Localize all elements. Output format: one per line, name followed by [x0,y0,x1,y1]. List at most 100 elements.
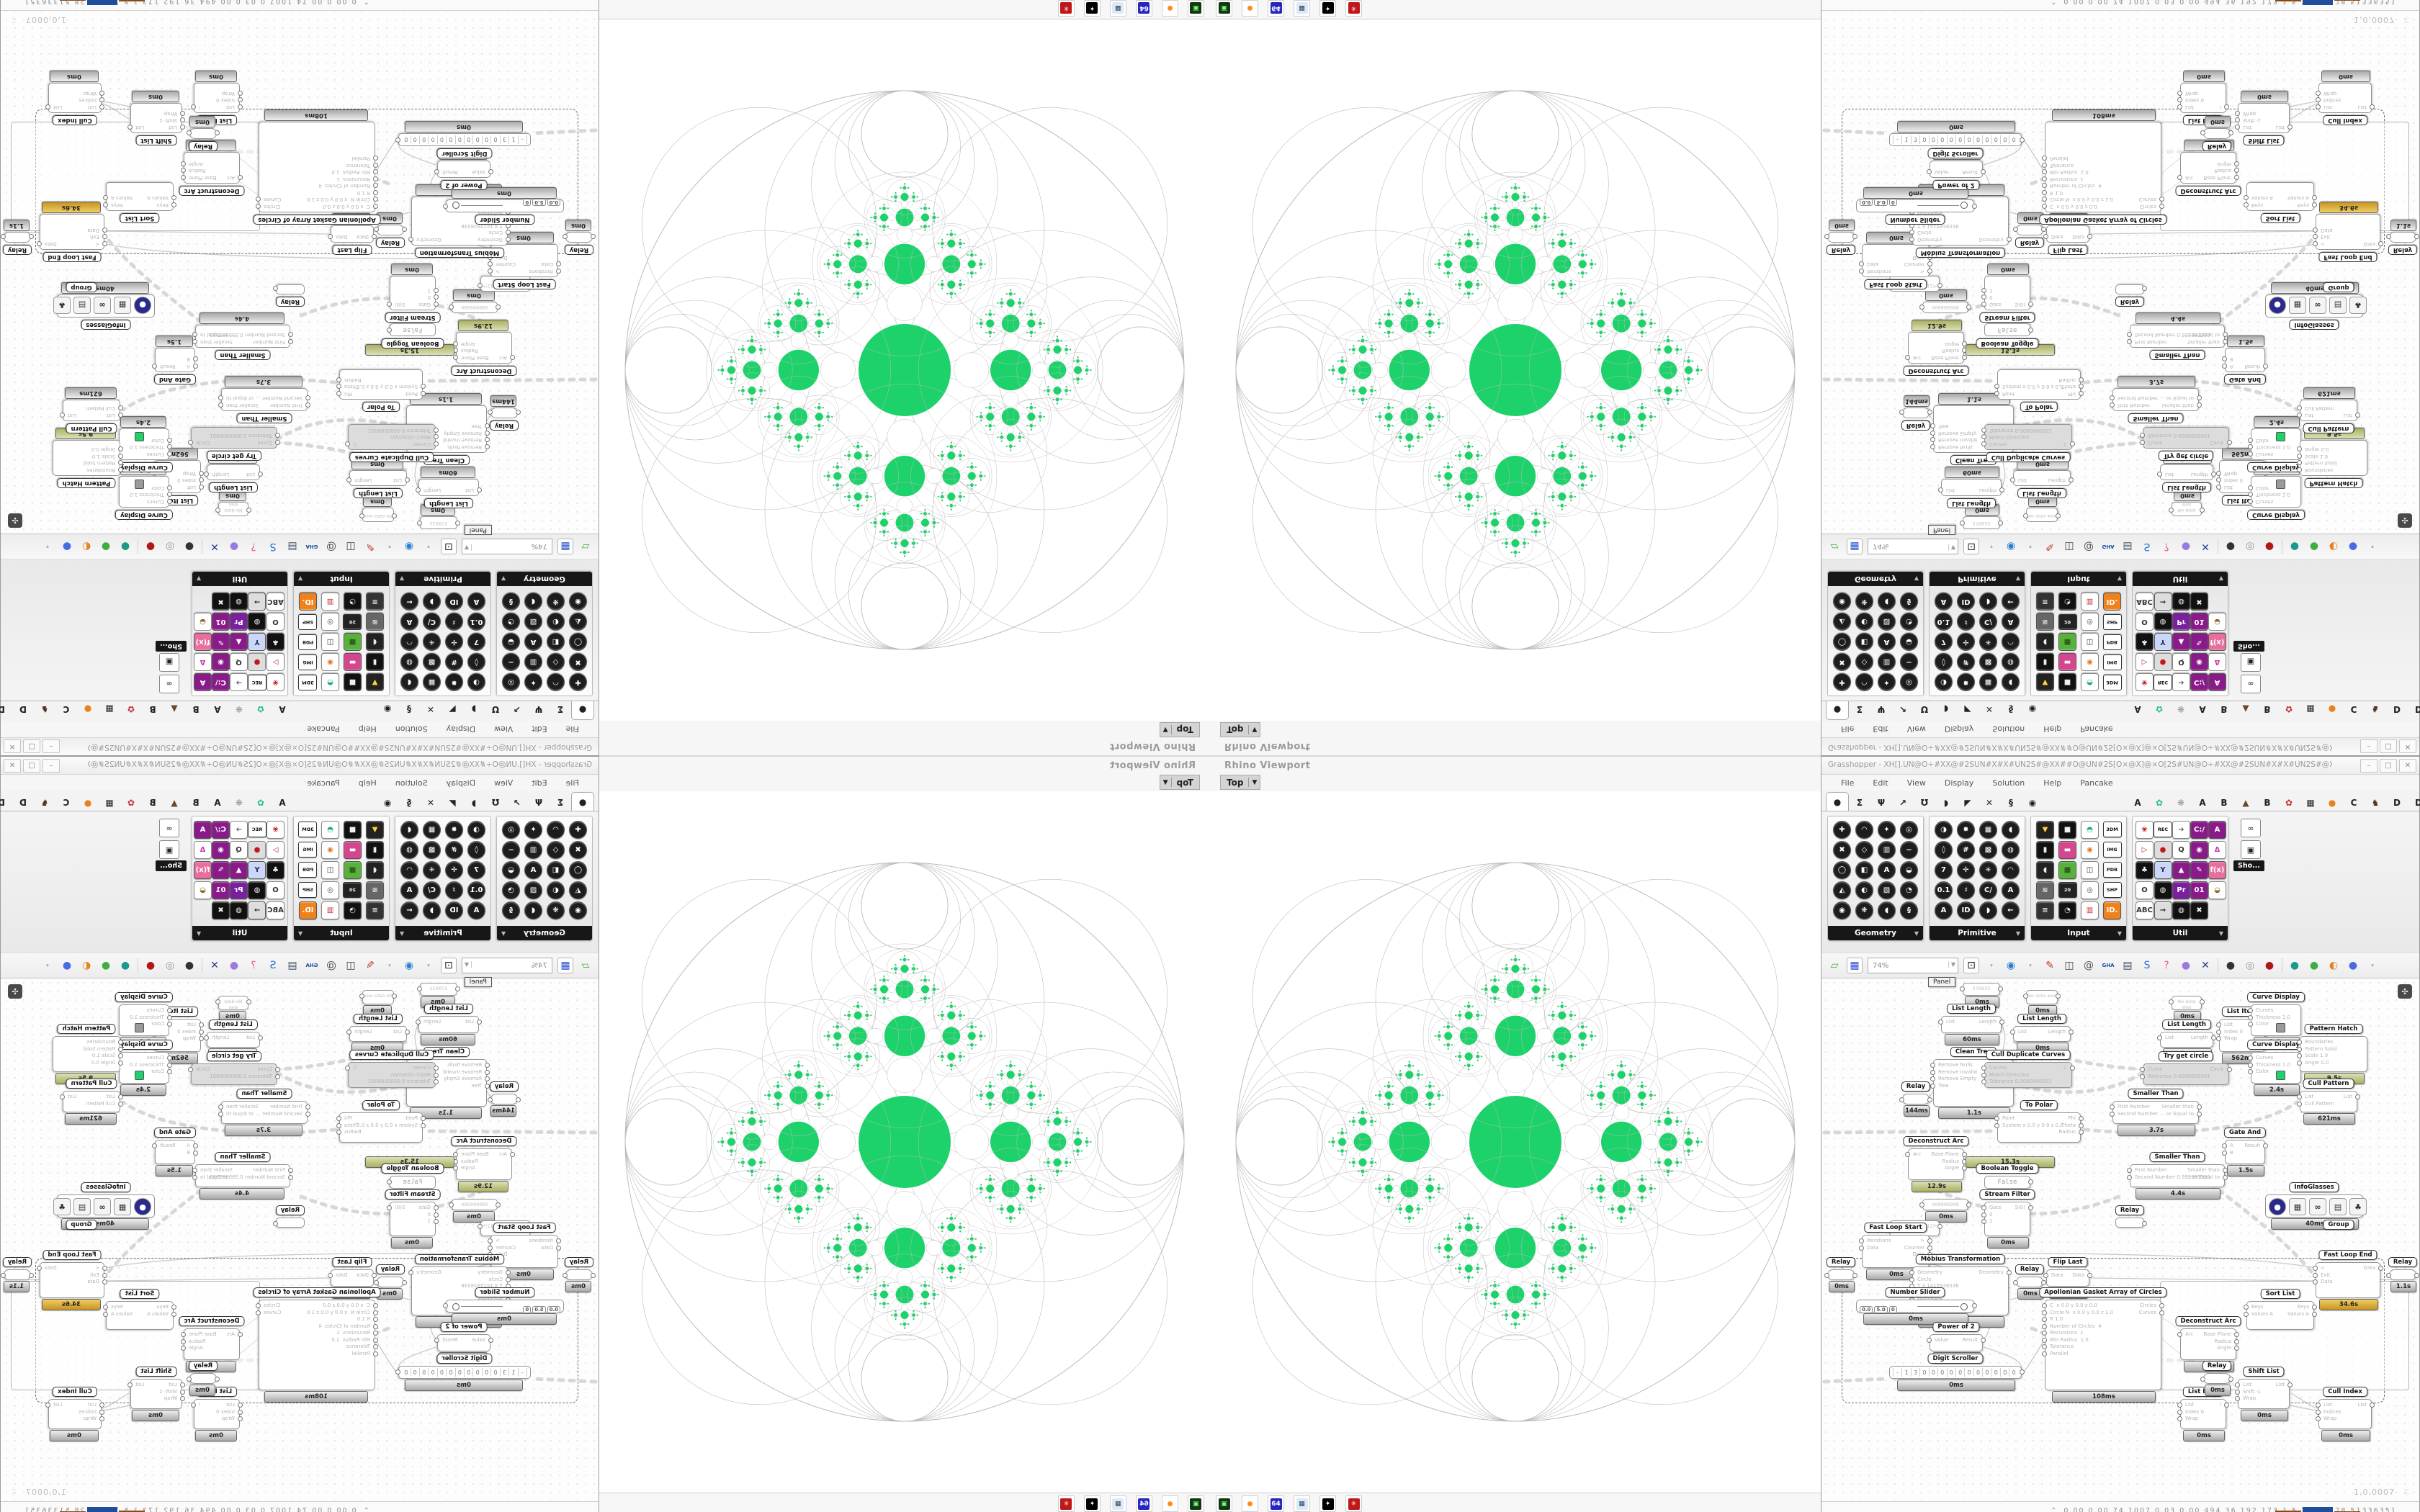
gh-node[interactable]: To Polar Point System x 0.0 y 0.0 z 0.0 Ph… [1994,369,2084,412]
component-icon[interactable]: ≡ [2036,901,2054,919]
category-tab-1[interactable]: Σ [557,704,564,714]
digit-cell[interactable]: 0 [419,135,429,144]
node-port[interactable] [1937,283,1942,288]
node-port[interactable] [1930,431,1935,436]
node-body[interactable]: < Exit Data Data [40,214,104,250]
gh-node[interactable]: InfoGlasses ● ▦ ∞ ▤ ♣ 40ms [2265,1182,2367,1230]
category-tab-5[interactable]: ◗ [1943,704,1949,714]
component-icon[interactable]: ▲ [2172,860,2190,879]
component-icon[interactable]: ◑ [1935,820,1953,839]
node-port[interactable] [2157,472,2162,477]
node-port[interactable] [346,477,351,482]
component-icon[interactable]: ≋ [2036,881,2054,899]
node-port[interactable] [2211,1035,2216,1040]
node-body[interactable]: Keys Values A Keys Values A [2246,182,2314,211]
node-body[interactable] [2115,1218,2144,1228]
digit-cell[interactable]: 0 [411,135,420,144]
node-body[interactable]: Gate 0 1 S(0) [1984,276,2030,310]
node-body[interactable]: List Shift -1 Wrap List [130,103,182,133]
node-port[interactable] [1927,269,1932,274]
node-port[interactable] [2177,175,2182,180]
node-port[interactable] [1919,305,1924,310]
node-body[interactable] [276,284,305,294]
node-port[interactable] [152,364,157,369]
gh-node[interactable]: Gate And A B Result 1.5s [2222,336,2268,384]
slider-value-chip[interactable]: 0 [1888,199,1897,206]
node-port[interactable] [2316,1416,2321,1421]
caret-icon[interactable]: ▾ [2371,544,2374,549]
gh-node[interactable]: Try get circle Curve Tolerance 0.00000000… [2140,1051,2232,1085]
component-icon[interactable]: ◠ [547,673,565,692]
menu-item-solution[interactable]: Solution [1992,724,2025,734]
component-icon[interactable]: ▣ [2241,653,2261,672]
component-icon[interactable]: 7 [1935,633,1953,652]
node-port[interactable] [2297,1053,2302,1058]
component-icon[interactable]: ◒ [502,633,520,652]
node-port[interactable] [1909,237,1914,242]
node-port[interactable] [2140,1074,2145,1079]
digit-cell[interactable]: 0 [491,135,501,144]
component-icon[interactable]: f(x) [2208,860,2226,879]
category-tab-14[interactable]: A [2199,704,2206,714]
node-body[interactable]: First Number Second Number 0.999999999 Sm… [2130,1164,2225,1187]
balloon-dark-icon[interactable]: ● [2226,960,2236,971]
node-port[interactable] [2248,485,2253,490]
component-icon[interactable]: ◗ [1979,593,1997,611]
component-icon[interactable]: ◍ [230,593,248,611]
exit-door-icon[interactable]: ◫ [2064,960,2074,971]
component-icon[interactable]: ◍ [2172,901,2190,919]
node-port[interactable] [1852,234,1857,239]
node-port[interactable] [455,521,460,526]
component-icon[interactable]: ID. [299,593,317,611]
gh-node[interactable]: Boolean Toggle False [381,323,444,348]
gh-node[interactable]: Deconstruct Arc Arc Base Plane Radius Angl… [179,140,245,196]
gh-node[interactable]: Power of 2ValueResult0ms [1927,148,1986,190]
gh-node[interactable]: Smaller Than First Number Second Number 0… [2127,1152,2228,1200]
gh-node[interactable]: Deconstruct Arc Arc Base Plane Radius Angl… [451,320,517,376]
infoglasses-icon[interactable]: ♣ [2349,1198,2367,1215]
panel-footer[interactable]: Util ▼ [2133,926,2228,940]
component-icon[interactable]: ≋ [366,613,384,631]
component-icon[interactable]: 01 [2190,881,2208,899]
node-port[interactable] [2312,202,2317,207]
node-port[interactable] [215,508,220,513]
node-port[interactable] [373,204,378,209]
category-tab-12[interactable]: ✿ [256,704,265,714]
node-body[interactable] [2389,232,2416,243]
component-icon[interactable]: ❋ [1855,901,1873,919]
node-port[interactable] [2110,1104,2115,1110]
digit-cell[interactable]: 0 [465,135,474,144]
component-icon[interactable]: A [1878,633,1896,652]
node-body[interactable]: 999999999 [452,302,498,313]
infoglasses-icon[interactable]: ∞ [94,297,111,314]
component-icon[interactable]: ◯ [1833,860,1851,879]
category-tab-7[interactable]: ✕ [1985,704,1994,714]
node-port[interactable] [215,130,220,135]
node-port[interactable] [181,161,186,166]
component-icon[interactable]: § [1900,901,1918,919]
gh-node[interactable]: Relay 0ms [563,220,596,255]
node-port[interactable] [1981,302,1986,307]
node-port[interactable] [2042,1317,2047,1322]
component-icon[interactable]: ❀ [266,673,284,692]
balloon-red-icon[interactable]: ● [2264,541,2275,552]
node-port[interactable] [434,428,439,433]
component-icon[interactable]: ◯ [1833,633,1851,652]
node-port[interactable] [2056,994,2061,999]
node-body[interactable]: Boundaries Pattern Solid Scale 1.0 Angle… [2300,440,2367,476]
gear-red-icon[interactable]: ✳ [1345,1495,1362,1512]
sketch-pen-icon[interactable]: ✎ [2045,960,2054,971]
node-body[interactable]: List Indices Wrap List [2318,1399,2372,1429]
component-icon[interactable]: ▩ [1979,840,1997,859]
gh-node[interactable]: Boolean Toggle False [1976,323,2039,348]
node-port[interactable] [449,305,454,310]
save-file-icon[interactable]: ▦ [557,539,573,554]
component-icon[interactable]: ◖ [524,593,542,611]
balloon-white-icon[interactable]: ◎ [165,541,175,552]
node-body[interactable] [1902,408,1930,418]
component-icon[interactable]: ✸ [1957,820,1975,839]
calculator-icon[interactable]: ▦ [1294,0,1310,17]
caret-icon[interactable]: ▾ [427,544,430,549]
component-icon[interactable]: Y [2154,633,2172,652]
